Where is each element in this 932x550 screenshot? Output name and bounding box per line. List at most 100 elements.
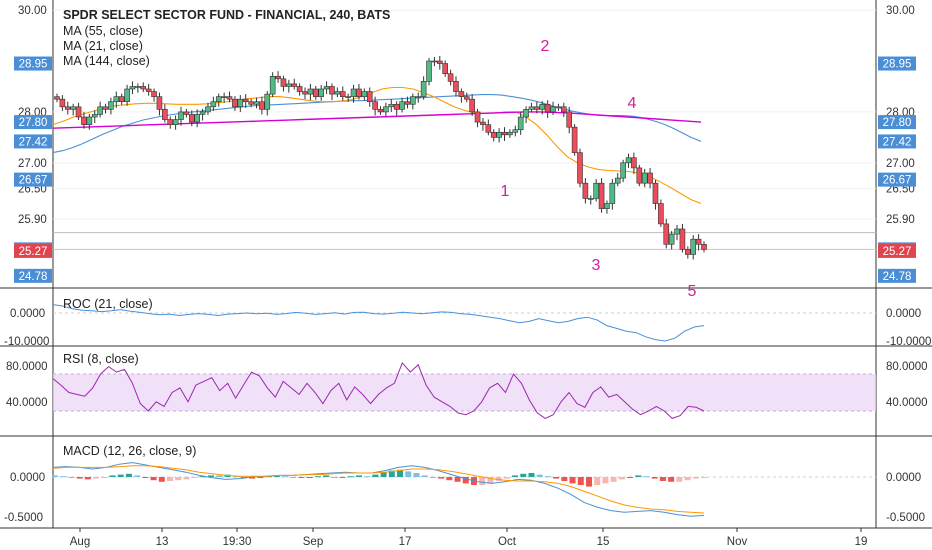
macd-histogram-bar — [68, 477, 75, 478]
time-axis[interactable]: Aug 13 19:30 Sep 17 Oct 15 Nov 19 — [70, 528, 868, 548]
macd-histogram-bar — [240, 477, 247, 478]
candle — [593, 179, 599, 202]
candle-body — [442, 63, 449, 75]
macd-line — [52, 462, 705, 517]
candle-body — [129, 86, 136, 90]
candle — [609, 179, 616, 210]
candle-body — [113, 96, 120, 103]
time-tick-4: 17 — [399, 536, 412, 548]
price-badge-label: 24.78 — [19, 271, 48, 283]
price-badge-label: 28.95 — [19, 59, 48, 71]
candle — [356, 83, 362, 100]
macd-title: MACD (12, 26, close, 9) — [63, 444, 196, 458]
candle — [129, 81, 136, 95]
candle-body — [641, 172, 648, 184]
candle-body — [377, 109, 384, 113]
candle — [226, 91, 233, 103]
price-badge-right-0: 28.95 — [878, 56, 916, 71]
candle-body — [566, 111, 573, 128]
price-badge-box — [878, 134, 916, 149]
macd-histogram-bar — [347, 476, 354, 478]
candle — [307, 83, 314, 101]
candle — [269, 72, 276, 98]
rsi-panel: RSI (8, close) 80.0000 40.0000 80.0000 4… — [6, 352, 928, 419]
candle — [587, 195, 594, 205]
candle-body — [118, 96, 125, 103]
macd-histogram-bar — [536, 474, 543, 477]
rsi-right-tick-1: 40.0000 — [886, 397, 928, 409]
price-badge-box — [14, 268, 52, 283]
price-right-tick-2: 27.00 — [886, 158, 915, 170]
candle — [97, 101, 103, 118]
candle-body — [426, 60, 432, 82]
macd-histogram-bar — [265, 476, 272, 478]
candle-body — [167, 119, 174, 125]
candle-body — [329, 86, 335, 95]
candle-body — [323, 86, 330, 90]
price-badge-label: 25.27 — [883, 246, 912, 258]
price-badge-label: 27.42 — [883, 136, 912, 148]
candle — [242, 94, 249, 108]
candle-body — [70, 106, 76, 110]
price-badge-box — [14, 56, 52, 71]
candle — [215, 93, 222, 107]
price-badge-left-3: 26.67 — [14, 172, 52, 187]
candle — [183, 108, 190, 118]
rsi-title: RSI (8, close) — [63, 352, 139, 366]
candle-body — [188, 114, 195, 123]
macd-histogram-bar — [142, 477, 149, 478]
macd-histogram-bar — [561, 477, 568, 481]
price-badge-box — [878, 243, 916, 258]
candle — [232, 96, 238, 111]
price-badge-box — [14, 243, 52, 258]
candle — [571, 124, 578, 156]
price-badge-label: 26.67 — [19, 175, 48, 187]
candle — [81, 111, 87, 129]
candle-body — [248, 101, 254, 105]
macd-histogram-bar — [659, 477, 666, 481]
candle-body — [404, 101, 411, 105]
candle-body — [253, 101, 260, 105]
macd-histogram-bar — [446, 477, 453, 481]
price-badge-box — [878, 172, 916, 187]
price-badge-right-6: 24.78 — [878, 268, 916, 283]
macd-histogram-bar — [208, 475, 215, 477]
ma144-legend: MA (144, close) — [63, 54, 150, 68]
candle — [151, 88, 157, 102]
price-badge-box — [878, 115, 916, 130]
candle-body — [388, 103, 395, 108]
macd-histogram-bar — [101, 477, 108, 478]
macd-histogram-bar — [635, 475, 642, 477]
macd-histogram-bar — [298, 477, 305, 478]
candle-body — [695, 238, 702, 245]
candle-body — [102, 106, 109, 110]
candle-body — [97, 106, 103, 115]
candle — [582, 178, 589, 204]
candle-body — [458, 91, 465, 97]
wave-label-3: 3 — [592, 257, 601, 274]
macd-histogram-bar — [397, 469, 404, 477]
candle — [404, 96, 411, 109]
candle — [517, 111, 524, 135]
macd-histogram-bar — [479, 477, 486, 485]
rsi-left-tick-0: 80.0000 — [6, 361, 48, 373]
candle — [162, 104, 168, 123]
candle — [647, 167, 653, 189]
candle-body — [215, 96, 222, 103]
macd-histogram-bar — [528, 473, 535, 477]
price-left-tick-0: 30.00 — [18, 5, 47, 17]
price-right-tick-4: 25.90 — [886, 214, 915, 226]
candle — [221, 92, 227, 103]
price-badge-label: 24.78 — [883, 271, 912, 283]
candle — [544, 100, 551, 119]
candle-body — [469, 98, 475, 113]
candle — [561, 102, 567, 117]
macd-histogram-bar — [651, 477, 658, 479]
candle-body — [647, 172, 653, 184]
candle-body — [372, 101, 378, 110]
candle — [167, 116, 174, 129]
candle — [124, 84, 130, 106]
candle-body — [636, 167, 643, 184]
candle — [70, 103, 76, 116]
